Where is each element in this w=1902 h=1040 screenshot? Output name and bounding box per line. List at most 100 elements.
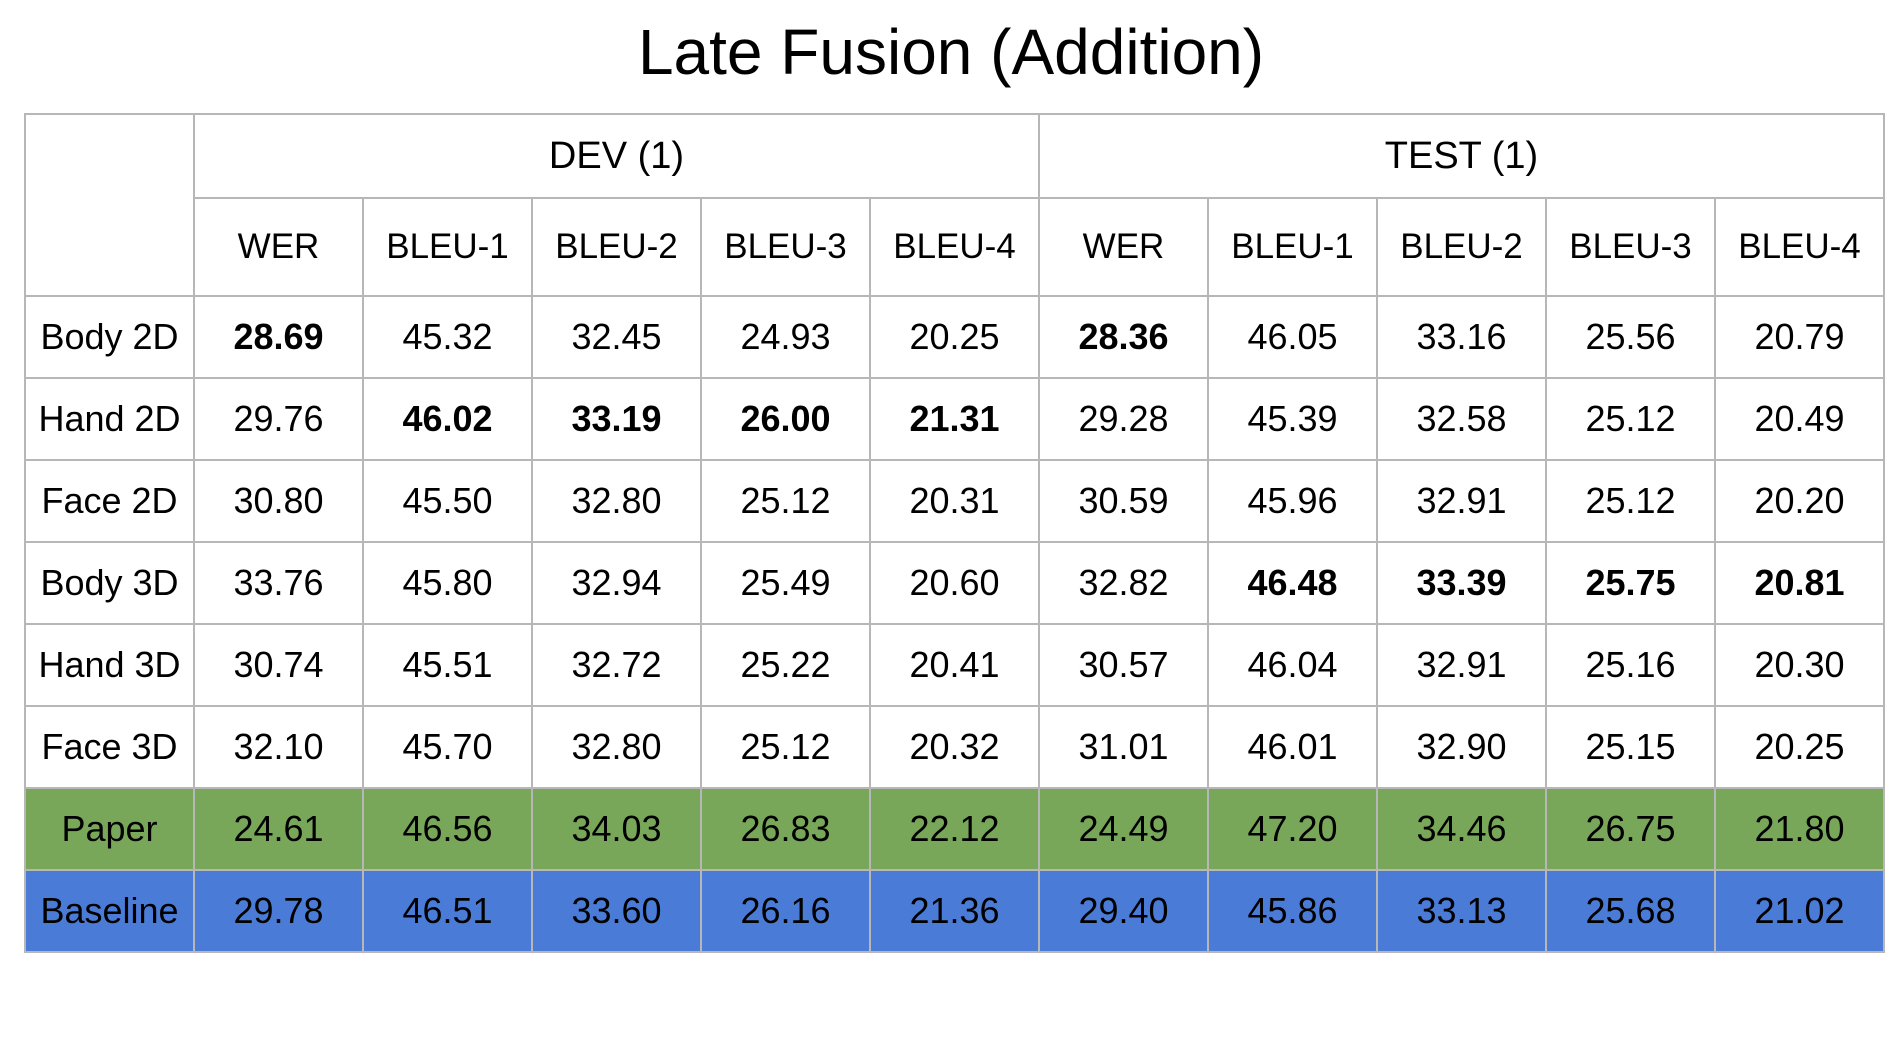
table-cell: 29.40 — [1038, 869, 1209, 953]
table-cell: 25.15 — [1545, 705, 1716, 789]
metric-header-row: WER BLEU-1 BLEU-2 BLEU-3 BLEU-4 WER BLEU… — [25, 197, 1885, 297]
group-header-test: TEST (1) — [1038, 113, 1885, 199]
table-cell: 32.80 — [531, 459, 702, 543]
table-cell: 32.72 — [531, 623, 702, 707]
table-cell: 33.76 — [193, 541, 364, 625]
table-row: Body 2D 28.69 45.32 32.45 24.93 20.25 28.36 46.… — [24, 295, 1885, 379]
table-cell: 33.16 — [1376, 295, 1547, 379]
table-cell: 30.80 — [193, 459, 364, 543]
corner-cell — [24, 113, 195, 297]
table-cell: 25.22 — [700, 623, 871, 707]
table-cell: 21.80 — [1714, 787, 1885, 871]
table-cell: 29.76 — [193, 377, 364, 461]
metric-header-dev-bleu1: BLEU-1 — [362, 197, 533, 297]
metric-header-dev-bleu4: BLEU-4 — [869, 197, 1040, 297]
table-cell: 32.45 — [531, 295, 702, 379]
table-cell: 46.51 — [362, 869, 533, 953]
table-cell: 20.20 — [1714, 459, 1885, 543]
row-label: Face 2D — [24, 459, 195, 543]
table-cell: 32.91 — [1376, 623, 1547, 707]
table-cell: 45.70 — [362, 705, 533, 789]
table-cell: 22.12 — [869, 787, 1040, 871]
metric-header-dev-bleu2: BLEU-2 — [531, 197, 702, 297]
table-cell: 32.80 — [531, 705, 702, 789]
row-label: Baseline — [24, 869, 195, 953]
table-cell: 46.02 — [362, 377, 533, 461]
table-cell: 25.12 — [1545, 459, 1716, 543]
table-cell: 30.57 — [1038, 623, 1209, 707]
table-cell: 25.12 — [700, 705, 871, 789]
table-cell: 20.49 — [1714, 377, 1885, 461]
table-cell: 25.12 — [700, 459, 871, 543]
table-cell: 28.69 — [193, 295, 364, 379]
table-cell: 25.12 — [1545, 377, 1716, 461]
table-cell: 45.80 — [362, 541, 533, 625]
metric-header-test-bleu3: BLEU-3 — [1545, 197, 1716, 297]
table-cell: 32.10 — [193, 705, 364, 789]
metric-header-dev-bleu3: BLEU-3 — [700, 197, 871, 297]
row-label: Hand 3D — [24, 623, 195, 707]
table-cell: 47.20 — [1207, 787, 1378, 871]
table-row: Face 3D 32.10 45.70 32.80 25.12 20.32 31.01 46.… — [24, 705, 1885, 789]
table-cell: 45.96 — [1207, 459, 1378, 543]
table-row: Body 3D 33.76 45.80 32.94 25.49 20.60 32.82 46.… — [24, 541, 1885, 625]
table-cell: 21.02 — [1714, 869, 1885, 953]
table-cell: 26.00 — [700, 377, 871, 461]
table-cell: 28.36 — [1038, 295, 1209, 379]
table-cell: 20.41 — [869, 623, 1040, 707]
table-cell: 46.01 — [1207, 705, 1378, 789]
table-cell: 30.74 — [193, 623, 364, 707]
metric-header-test-bleu4: BLEU-4 — [1714, 197, 1885, 297]
table-cell: 29.78 — [193, 869, 364, 953]
table-cell: 21.36 — [869, 869, 1040, 953]
table-cell: 20.32 — [869, 705, 1040, 789]
table-cell: 25.56 — [1545, 295, 1716, 379]
table-cell: 33.60 — [531, 869, 702, 953]
page-title: Late Fusion (Addition) — [637, 16, 1265, 88]
table-cell: 46.56 — [362, 787, 533, 871]
table-cell: 45.32 — [362, 295, 533, 379]
table-row: Hand 3D 30.74 45.51 32.72 25.22 20.41 30.57 46.… — [24, 623, 1885, 707]
table-cell: 25.75 — [1545, 541, 1716, 625]
table-cell: 20.60 — [869, 541, 1040, 625]
table-cell: 46.04 — [1207, 623, 1378, 707]
table-cell: 45.50 — [362, 459, 533, 543]
table-cell: 31.01 — [1038, 705, 1209, 789]
row-label: Hand 2D — [24, 377, 195, 461]
table-cell: 45.39 — [1207, 377, 1378, 461]
table-cell: 33.39 — [1376, 541, 1547, 625]
table-cell: 20.25 — [869, 295, 1040, 379]
table-cell: 20.25 — [1714, 705, 1885, 789]
row-label: Body 3D — [24, 541, 195, 625]
table-cell: 24.61 — [193, 787, 364, 871]
table-cell: 34.03 — [531, 787, 702, 871]
row-label: Body 2D — [24, 295, 195, 379]
table-cell: 32.82 — [1038, 541, 1209, 625]
table-cell: 24.93 — [700, 295, 871, 379]
group-header-row: DEV (1) TEST (1) — [24, 113, 1885, 297]
table-cell: 30.59 — [1038, 459, 1209, 543]
table-cell: 20.30 — [1714, 623, 1885, 707]
table-row: Face 2D 30.80 45.50 32.80 25.12 20.31 30.59 45.… — [24, 459, 1885, 543]
results-table: DEV (1) TEST (1) WER BLEU-1 BLEU-2 BLEU-… — [24, 113, 1885, 953]
table-cell: 25.16 — [1545, 623, 1716, 707]
table-cell: 32.90 — [1376, 705, 1547, 789]
row-label: Face 3D — [24, 705, 195, 789]
metric-header-test-bleu1: BLEU-1 — [1207, 197, 1378, 297]
table-cell: 33.13 — [1376, 869, 1547, 953]
metric-header-test-bleu2: BLEU-2 — [1376, 197, 1547, 297]
table-cell: 21.31 — [869, 377, 1040, 461]
table-cell: 32.91 — [1376, 459, 1547, 543]
table-row: Paper 24.61 46.56 34.03 26.83 22.12 24.49 47.20… — [24, 787, 1885, 871]
table-cell: 25.49 — [700, 541, 871, 625]
table-cell: 33.19 — [531, 377, 702, 461]
table-cell: 32.58 — [1376, 377, 1547, 461]
table-row: Baseline 29.78 46.51 33.60 26.16 21.36 29.40 45… — [24, 869, 1885, 953]
table-cell: 20.81 — [1714, 541, 1885, 625]
table-cell: 20.31 — [869, 459, 1040, 543]
table-cell: 45.86 — [1207, 869, 1378, 953]
metric-header-dev-wer: WER — [193, 197, 364, 297]
table-cell: 26.16 — [700, 869, 871, 953]
table-cell: 20.79 — [1714, 295, 1885, 379]
group-header-dev: DEV (1) — [193, 113, 1040, 199]
